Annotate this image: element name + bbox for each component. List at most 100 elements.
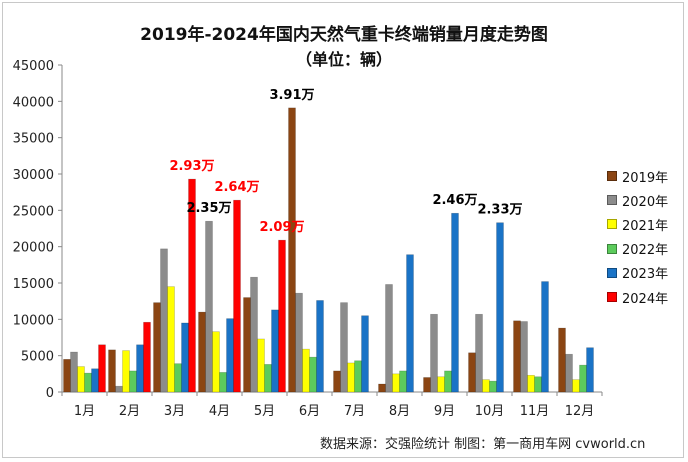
data-label: 3.91万 — [269, 88, 314, 103]
bar — [565, 353, 573, 393]
legend-item: 2019年 — [607, 164, 668, 188]
y-tick-label: 15000 — [13, 277, 54, 292]
bar — [198, 311, 206, 393]
legend-item: 2024年 — [607, 285, 668, 309]
legend-swatch — [607, 171, 617, 182]
y-tick-label: 35000 — [13, 132, 54, 147]
bar — [489, 380, 497, 393]
bar — [406, 254, 414, 393]
bar — [226, 318, 234, 393]
legend-label: 2022年 — [622, 243, 669, 259]
legend-label: 2021年 — [622, 218, 669, 234]
chart-legend: 2019年 2020年 2021年 2022年 2023年 2024年 — [607, 164, 668, 309]
bar — [316, 300, 324, 393]
bar — [160, 248, 168, 393]
x-tick-label: 9月 — [434, 404, 455, 419]
bar — [340, 302, 348, 393]
y-tick-label: 5000 — [21, 350, 54, 365]
x-tick-label: 2月 — [119, 404, 140, 419]
legend-item: 2022年 — [607, 237, 668, 261]
bar — [430, 313, 438, 393]
data-label: 2.46万 — [432, 193, 477, 208]
data-label: 2.93万 — [169, 159, 214, 174]
bar — [271, 309, 279, 393]
bar — [437, 376, 445, 393]
bar — [205, 220, 213, 393]
legend-swatch — [607, 292, 617, 303]
data-label: 2.33万 — [477, 203, 522, 218]
legend-item: 2020年 — [607, 188, 668, 212]
y-tick-label: 20000 — [13, 241, 54, 256]
y-tick-label: 0 — [46, 386, 54, 401]
bar — [579, 364, 587, 393]
bar — [520, 321, 528, 393]
bar — [63, 358, 71, 393]
bar — [572, 379, 580, 393]
x-tick-label: 11月 — [520, 404, 550, 419]
y-tick-label: 40000 — [13, 95, 54, 110]
bar — [451, 212, 459, 393]
source-footer: 数据来源：交强险统计 制图：第一商用车网 cvworld.cn — [320, 437, 646, 452]
bar — [278, 239, 286, 393]
legend-label: 2023年 — [622, 267, 669, 283]
bar — [233, 199, 241, 393]
x-tick-label: 6月 — [299, 404, 320, 419]
bar — [534, 376, 542, 393]
bar — [527, 374, 535, 393]
bar — [70, 351, 78, 393]
bar — [333, 370, 341, 393]
bar — [143, 321, 151, 393]
bar — [91, 368, 99, 393]
bar — [309, 356, 317, 393]
bar — [167, 286, 175, 393]
chart-title: 2019年-2024年国内天然气重卡终端销量月度走势图 — [140, 25, 548, 45]
legend-item: 2023年 — [607, 261, 668, 285]
bar — [288, 107, 296, 393]
bar — [354, 360, 362, 393]
bar — [423, 377, 431, 393]
bar — [378, 383, 386, 393]
legend-label: 2019年 — [622, 170, 669, 186]
bar — [558, 327, 566, 393]
bar — [212, 331, 220, 393]
bar — [361, 315, 369, 393]
bar — [475, 313, 483, 393]
x-tick-label: 7月 — [344, 404, 365, 419]
bar — [392, 373, 400, 393]
bar — [482, 379, 490, 393]
x-tick-label: 5月 — [254, 404, 275, 419]
x-tick-label: 8月 — [389, 404, 410, 419]
bar — [108, 349, 116, 393]
chart-subtitle: （单位：辆） — [295, 50, 392, 69]
legend-item: 2021年 — [607, 212, 668, 236]
y-tick-label: 25000 — [13, 204, 54, 219]
legend-swatch — [607, 267, 617, 278]
legend-swatch — [607, 195, 617, 206]
bar — [468, 352, 476, 393]
bar — [444, 370, 452, 393]
bar — [295, 292, 303, 393]
bar — [513, 320, 521, 393]
x-tick-label: 12月 — [565, 404, 595, 419]
legend-label: 2024年 — [622, 291, 669, 307]
bar — [541, 281, 549, 393]
bar — [264, 364, 272, 393]
bar — [257, 338, 265, 393]
bar — [219, 372, 227, 393]
bar — [174, 363, 182, 393]
bar — [115, 385, 123, 393]
x-tick-label: 1月 — [74, 404, 95, 419]
x-tick-label: 3月 — [164, 404, 185, 419]
y-tick-label: 30000 — [13, 168, 54, 183]
bar — [181, 322, 189, 393]
data-label: 2.35万 — [186, 201, 231, 216]
bar — [302, 348, 310, 393]
data-label: 2.64万 — [214, 180, 259, 195]
x-tick-label: 10月 — [475, 404, 505, 419]
bar — [153, 302, 161, 393]
y-tick-label: 45000 — [13, 59, 54, 74]
bar — [188, 178, 196, 393]
bar — [122, 350, 130, 393]
x-tick-label: 4月 — [209, 404, 230, 419]
